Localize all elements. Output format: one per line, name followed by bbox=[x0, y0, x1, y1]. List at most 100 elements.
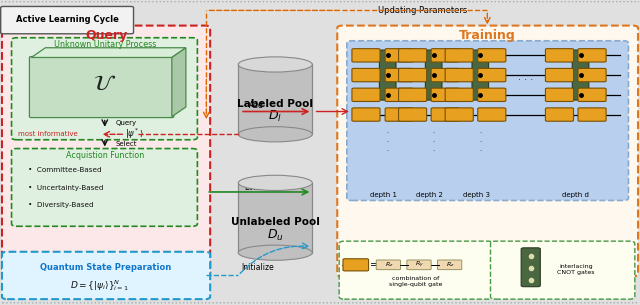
FancyBboxPatch shape bbox=[347, 41, 628, 200]
Text: Add: Add bbox=[249, 101, 264, 110]
Text: depth 2: depth 2 bbox=[417, 192, 444, 198]
FancyBboxPatch shape bbox=[2, 252, 210, 299]
Text: =: = bbox=[369, 260, 378, 270]
FancyBboxPatch shape bbox=[385, 108, 413, 121]
FancyBboxPatch shape bbox=[385, 88, 413, 102]
FancyBboxPatch shape bbox=[445, 49, 473, 62]
FancyBboxPatch shape bbox=[376, 260, 401, 270]
Text: $R_z$: $R_z$ bbox=[446, 260, 454, 269]
FancyBboxPatch shape bbox=[545, 88, 573, 102]
FancyBboxPatch shape bbox=[490, 241, 635, 299]
Text: Training: Training bbox=[459, 29, 516, 42]
Text: Active Learning Cycle: Active Learning Cycle bbox=[15, 15, 118, 24]
FancyBboxPatch shape bbox=[431, 108, 460, 121]
Text: .: . bbox=[433, 128, 435, 134]
Text: Acquistion Function: Acquistion Function bbox=[66, 151, 144, 160]
FancyBboxPatch shape bbox=[578, 108, 606, 121]
Text: Evaulate: Evaulate bbox=[244, 183, 277, 192]
Text: most informative: most informative bbox=[18, 131, 77, 137]
FancyBboxPatch shape bbox=[578, 49, 606, 62]
FancyBboxPatch shape bbox=[431, 49, 460, 62]
FancyBboxPatch shape bbox=[477, 88, 506, 102]
FancyBboxPatch shape bbox=[399, 49, 427, 62]
FancyBboxPatch shape bbox=[477, 108, 506, 121]
FancyBboxPatch shape bbox=[438, 260, 462, 270]
FancyBboxPatch shape bbox=[578, 88, 606, 102]
FancyBboxPatch shape bbox=[399, 88, 427, 102]
FancyBboxPatch shape bbox=[2, 26, 210, 276]
Text: depth d: depth d bbox=[562, 192, 589, 198]
Ellipse shape bbox=[238, 127, 312, 142]
FancyBboxPatch shape bbox=[472, 50, 488, 100]
Text: .: . bbox=[479, 137, 481, 143]
Text: depth 3: depth 3 bbox=[463, 192, 490, 198]
FancyBboxPatch shape bbox=[445, 108, 473, 121]
Text: $D_u$: $D_u$ bbox=[267, 228, 284, 243]
FancyBboxPatch shape bbox=[545, 68, 573, 82]
FancyBboxPatch shape bbox=[407, 260, 431, 270]
Text: .: . bbox=[433, 146, 435, 152]
FancyBboxPatch shape bbox=[12, 38, 197, 140]
Text: Query: Query bbox=[116, 120, 137, 126]
FancyBboxPatch shape bbox=[352, 108, 380, 121]
Polygon shape bbox=[31, 48, 186, 57]
FancyBboxPatch shape bbox=[29, 56, 173, 118]
Text: Initialize: Initialize bbox=[241, 264, 274, 272]
Text: .: . bbox=[387, 128, 389, 134]
Text: Unknown Unitary Process: Unknown Unitary Process bbox=[54, 40, 156, 48]
FancyBboxPatch shape bbox=[578, 68, 606, 82]
Text: $R_z$: $R_z$ bbox=[385, 260, 394, 269]
Text: Query: Query bbox=[85, 29, 127, 42]
FancyBboxPatch shape bbox=[399, 68, 427, 82]
FancyBboxPatch shape bbox=[380, 50, 396, 100]
FancyBboxPatch shape bbox=[12, 149, 197, 226]
Text: Quantum State Preparation: Quantum State Preparation bbox=[40, 264, 172, 272]
FancyBboxPatch shape bbox=[343, 259, 369, 271]
Text: .: . bbox=[433, 137, 435, 143]
Text: Labeled Pool: Labeled Pool bbox=[237, 99, 314, 109]
FancyBboxPatch shape bbox=[1, 6, 134, 34]
FancyBboxPatch shape bbox=[545, 108, 573, 121]
FancyBboxPatch shape bbox=[426, 50, 442, 100]
Text: · · ·: · · · bbox=[518, 75, 533, 84]
Text: $\mathcal{U}$: $\mathcal{U}$ bbox=[93, 75, 116, 95]
FancyBboxPatch shape bbox=[352, 68, 380, 82]
Ellipse shape bbox=[238, 57, 312, 72]
Text: .: . bbox=[387, 137, 389, 143]
FancyBboxPatch shape bbox=[399, 108, 427, 121]
FancyBboxPatch shape bbox=[445, 68, 473, 82]
FancyBboxPatch shape bbox=[352, 88, 380, 102]
Text: combination of
single-qubit gate: combination of single-qubit gate bbox=[389, 276, 443, 287]
Text: •  Uncertainty-Based: • Uncertainty-Based bbox=[28, 185, 104, 191]
Text: •  Diversity-Based: • Diversity-Based bbox=[28, 202, 94, 208]
Polygon shape bbox=[172, 48, 186, 117]
Text: depth 1: depth 1 bbox=[371, 192, 397, 198]
Text: interlacing
CNOT gates: interlacing CNOT gates bbox=[557, 264, 595, 275]
FancyBboxPatch shape bbox=[431, 68, 460, 82]
Text: Select: Select bbox=[116, 141, 137, 147]
Bar bbox=[238, 64, 312, 134]
FancyBboxPatch shape bbox=[477, 68, 506, 82]
Text: .: . bbox=[479, 128, 481, 134]
FancyBboxPatch shape bbox=[385, 68, 413, 82]
Text: $D = \{|\psi_i\rangle\}_{i=1}^{N}$: $D = \{|\psi_i\rangle\}_{i=1}^{N}$ bbox=[70, 278, 129, 293]
FancyBboxPatch shape bbox=[385, 49, 413, 62]
FancyBboxPatch shape bbox=[545, 49, 573, 62]
FancyBboxPatch shape bbox=[352, 49, 380, 62]
FancyBboxPatch shape bbox=[572, 50, 589, 100]
Text: $R_y$: $R_y$ bbox=[415, 260, 424, 270]
Bar bbox=[238, 183, 312, 253]
FancyBboxPatch shape bbox=[445, 88, 473, 102]
FancyBboxPatch shape bbox=[521, 248, 540, 287]
Text: $|\psi^*\rangle$: $|\psi^*\rangle$ bbox=[125, 127, 144, 142]
FancyBboxPatch shape bbox=[337, 26, 638, 276]
Text: .: . bbox=[387, 146, 389, 152]
Ellipse shape bbox=[238, 245, 312, 260]
FancyBboxPatch shape bbox=[339, 241, 493, 299]
Text: Unlabeled Pool: Unlabeled Pool bbox=[231, 217, 320, 227]
Text: .: . bbox=[479, 146, 481, 152]
FancyBboxPatch shape bbox=[431, 88, 460, 102]
FancyBboxPatch shape bbox=[477, 49, 506, 62]
Text: Updating Parameters: Updating Parameters bbox=[378, 6, 467, 15]
Ellipse shape bbox=[238, 175, 312, 190]
